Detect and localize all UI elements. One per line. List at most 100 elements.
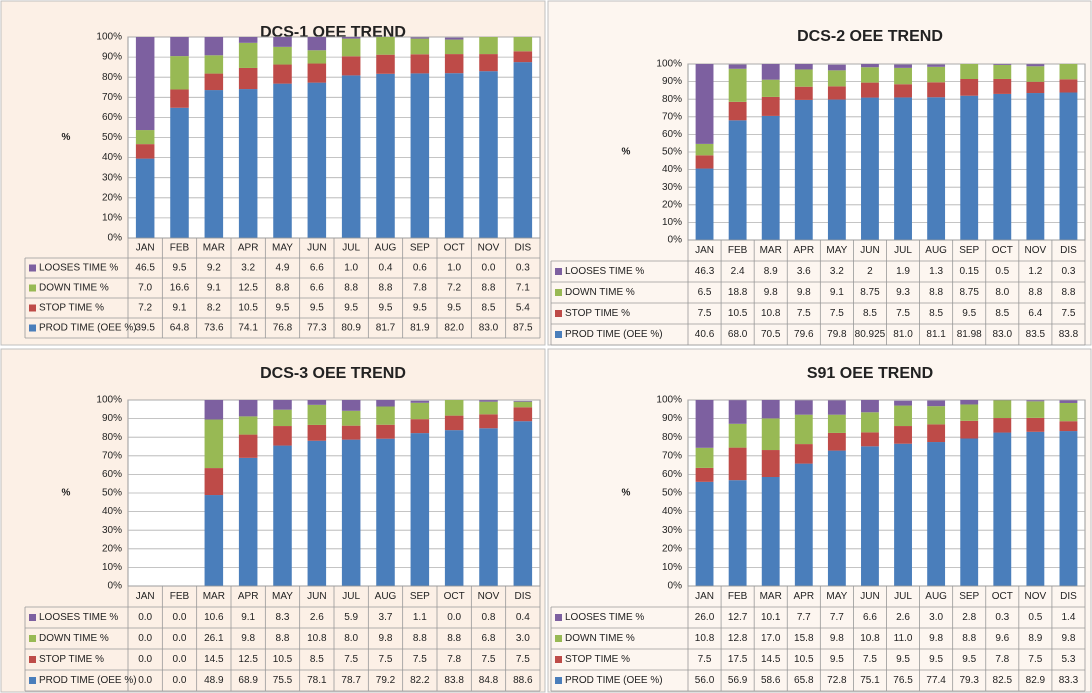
bar-segment xyxy=(927,406,946,425)
data-label: 81.7 xyxy=(376,323,396,334)
bar-segment xyxy=(444,415,464,431)
y-tick-label: 90% xyxy=(662,413,682,424)
bar-segment xyxy=(695,155,714,169)
y-tick-label: 30% xyxy=(102,525,122,536)
bar-segment xyxy=(273,37,292,47)
data-label: 0.0 xyxy=(173,612,187,623)
bar-segment xyxy=(728,423,747,448)
bar-segment xyxy=(341,425,361,440)
data-label: 14.5 xyxy=(761,654,781,665)
bar-segment xyxy=(444,400,464,416)
legend-swatch xyxy=(29,677,36,684)
data-label: 5.3 xyxy=(1062,654,1076,665)
bar-segment xyxy=(513,400,533,402)
bar-segment xyxy=(410,433,430,586)
bar-segment xyxy=(341,38,361,57)
y-axis-label: % xyxy=(62,132,71,143)
legend-swatch xyxy=(555,614,562,621)
data-label: 80.9 xyxy=(341,323,361,334)
data-label: 81.98 xyxy=(957,329,982,340)
bar-segment xyxy=(444,37,464,40)
data-label: 46.3 xyxy=(695,266,715,277)
data-label: 8.8 xyxy=(413,633,427,644)
bar-segment xyxy=(728,400,747,424)
y-tick-label: 50% xyxy=(102,132,122,143)
bar-segment xyxy=(993,418,1012,433)
x-tick-label: DIS xyxy=(1060,245,1077,256)
data-label: 8.2 xyxy=(207,303,221,314)
data-label: 10.8 xyxy=(860,633,880,644)
bar-segment xyxy=(273,46,292,65)
data-label: 7.5 xyxy=(344,654,358,665)
legend-label: STOP TIME % xyxy=(39,654,104,665)
bar-segment xyxy=(376,406,395,425)
data-label: 10.6 xyxy=(204,612,224,623)
bar-segment xyxy=(135,144,155,159)
bar-segment xyxy=(238,400,258,417)
data-label: 9.8 xyxy=(379,633,393,644)
data-label: 8.5 xyxy=(482,303,496,314)
y-tick-label: 20% xyxy=(102,543,122,554)
data-label: 9.5 xyxy=(929,654,943,665)
y-tick-label: 40% xyxy=(102,506,122,517)
data-label: 10.8 xyxy=(307,633,327,644)
bar-segment xyxy=(761,450,780,478)
data-label: 0.6 xyxy=(413,263,427,274)
bar-segment xyxy=(410,419,430,434)
data-label: 8.8 xyxy=(447,633,461,644)
x-tick-label: NOV xyxy=(1025,245,1047,256)
bar-segment xyxy=(794,444,813,464)
data-label: 8.8 xyxy=(1062,287,1076,298)
x-tick-label: MAY xyxy=(272,243,293,254)
data-label: 8.9 xyxy=(1028,633,1042,644)
y-tick-label: 60% xyxy=(662,129,682,140)
y-tick-label: 30% xyxy=(102,172,122,183)
data-label: 8.75 xyxy=(959,287,979,298)
bar-segment xyxy=(861,64,879,68)
bar-segment xyxy=(341,37,361,39)
bar-segment xyxy=(794,69,813,87)
bar-segment xyxy=(410,400,430,403)
data-label: 83.0 xyxy=(993,329,1013,340)
data-label: 3.6 xyxy=(797,266,811,277)
data-label: 88.6 xyxy=(513,675,533,686)
x-tick-label: AUG xyxy=(375,591,397,602)
x-tick-label: MAR xyxy=(760,245,782,256)
data-label: 9.8 xyxy=(797,287,811,298)
bar-segment xyxy=(794,463,813,586)
legend-label: LOOSES TIME % xyxy=(565,612,644,623)
bar-segment xyxy=(960,404,979,421)
y-tick-label: 80% xyxy=(662,94,682,105)
x-tick-label: JAN xyxy=(695,245,714,256)
y-tick-label: 80% xyxy=(662,432,682,443)
bar-segment xyxy=(728,68,747,102)
x-tick-label: JAN xyxy=(136,591,155,602)
bar-segment xyxy=(960,438,979,586)
bar-segment xyxy=(993,93,1012,240)
y-tick-label: 70% xyxy=(662,450,682,461)
bar-segment xyxy=(204,400,224,420)
bar-segment xyxy=(273,426,292,446)
data-label: 18.8 xyxy=(728,287,748,298)
data-label: 7.8 xyxy=(995,654,1009,665)
bar-segment xyxy=(894,64,912,68)
x-tick-label: OCT xyxy=(992,245,1013,256)
data-label: 12.5 xyxy=(238,654,258,665)
data-label: 9.1 xyxy=(830,287,844,298)
bar-segment xyxy=(341,75,361,238)
y-tick-label: 10% xyxy=(102,562,122,573)
data-label: 77.3 xyxy=(307,323,327,334)
bar-segment xyxy=(695,143,714,156)
x-tick-label: AUG xyxy=(925,245,947,256)
data-label: 81.9 xyxy=(410,323,430,334)
data-label: 8.5 xyxy=(310,654,324,665)
legend-label: DOWN TIME % xyxy=(565,633,635,644)
bar-segment xyxy=(376,438,395,586)
bar-segment xyxy=(761,477,780,586)
data-label: 1.4 xyxy=(1062,612,1076,623)
bar-segment xyxy=(444,54,464,74)
data-label: 84.8 xyxy=(479,675,499,686)
data-label: 9.5 xyxy=(447,303,461,314)
bar-segment xyxy=(1026,64,1045,67)
y-axis-label: % xyxy=(622,488,631,499)
